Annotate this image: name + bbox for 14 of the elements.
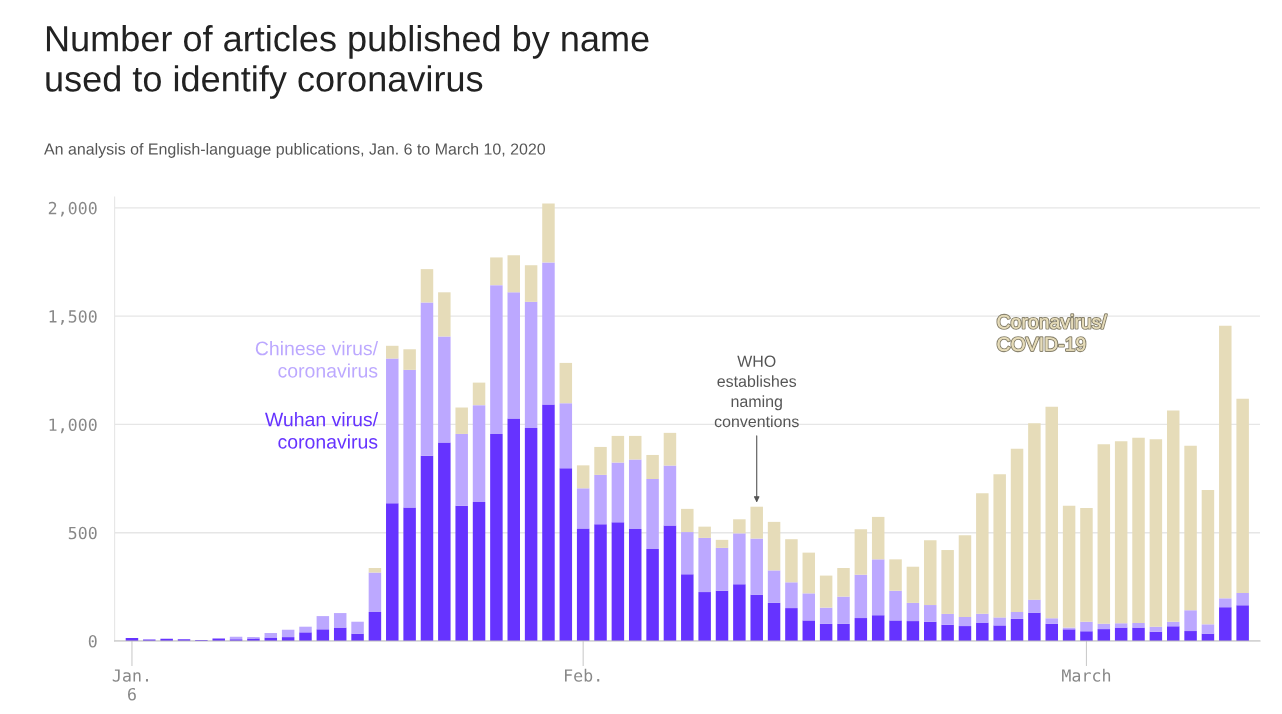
x-tick-label: Jan. 6 bbox=[112, 669, 149, 701]
x-tick-label: March bbox=[1062, 668, 1111, 682]
y-tick-label: 500 bbox=[68, 526, 97, 540]
y-tick-label: 1,500 bbox=[49, 310, 97, 325]
y-tick-label: 1,000 bbox=[49, 418, 97, 434]
annotation: WHO establishes naming conventions bbox=[714, 355, 799, 428]
y-tick-label: 2,000 bbox=[48, 201, 97, 217]
text: Coronavirus/ COVID-19 bbox=[997, 314, 1107, 352]
y-tick-label: 0 bbox=[88, 635, 97, 648]
chart-title: Number of articles published by name used to identify coronavirus bbox=[46, 25, 649, 99]
x-tick-label: Feb. bbox=[565, 668, 600, 682]
text: Wuhan virus/ coronavirus bbox=[265, 412, 379, 449]
chart-subtitle: An analysis of English-language publications, Jan. 6 to March 10, 2020 bbox=[44, 143, 546, 158]
series-label: Chinese virus/ coronavirus bbox=[255, 341, 379, 378]
